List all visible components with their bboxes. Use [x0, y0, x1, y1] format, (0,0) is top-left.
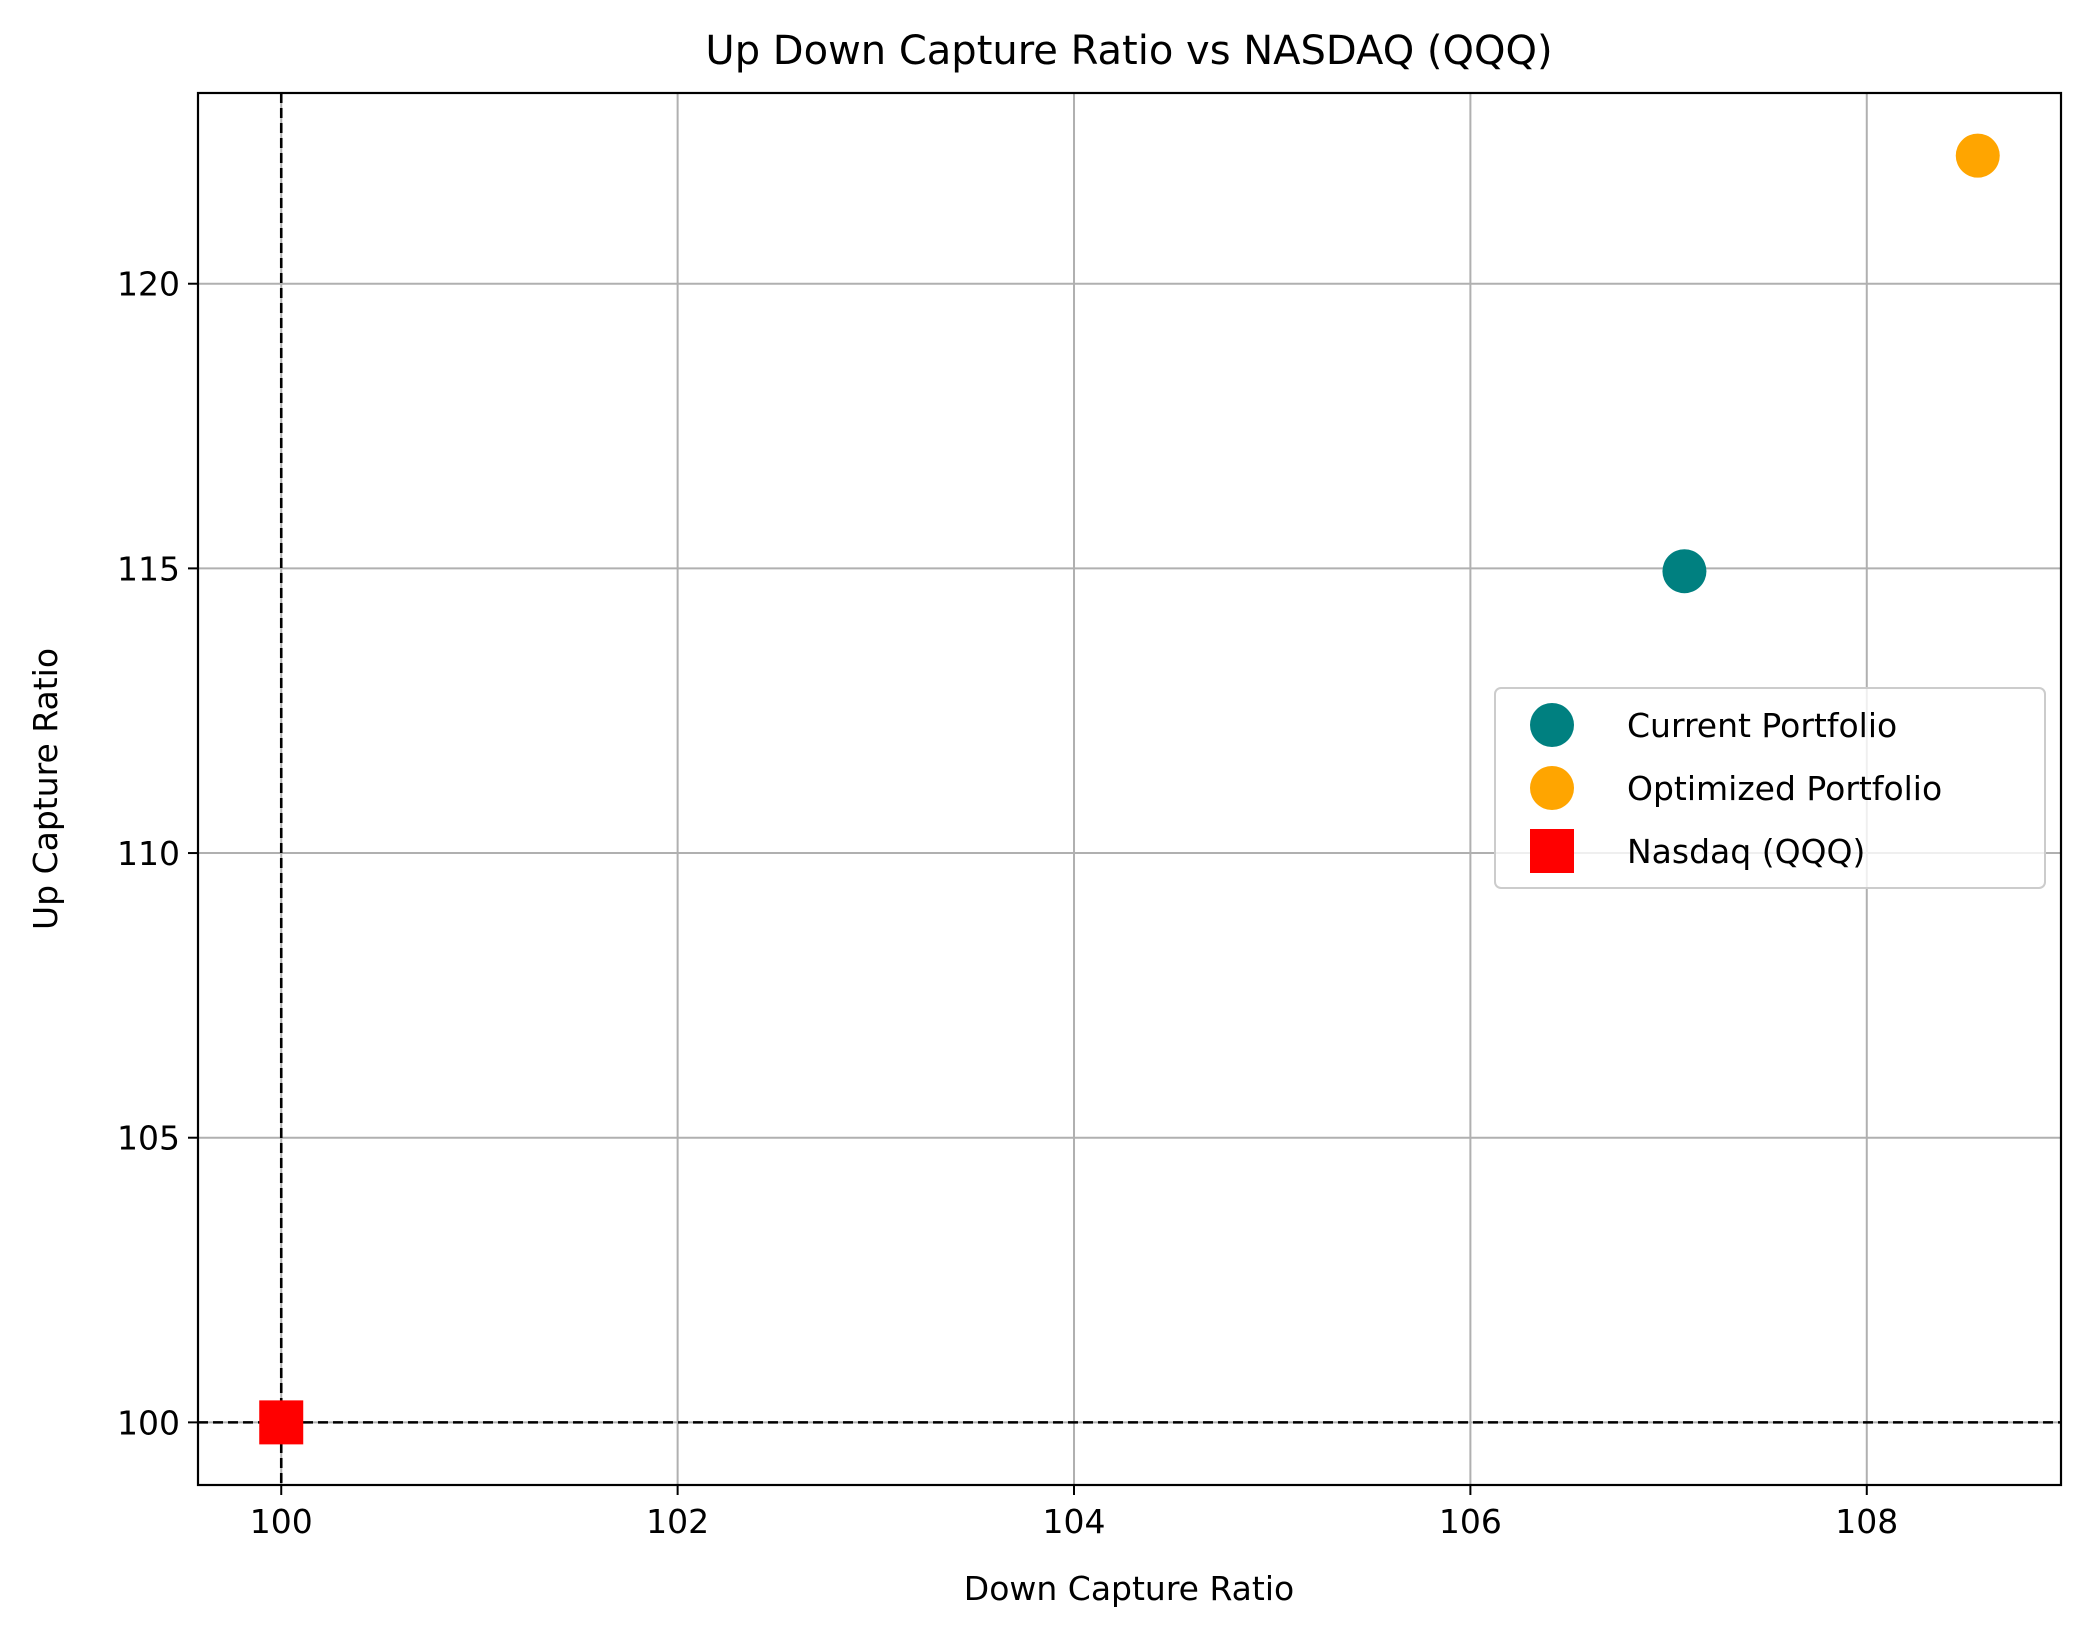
y-tick-label: 120	[117, 265, 180, 304]
y-tick-label: 100	[117, 1403, 180, 1442]
data-point-circle	[1662, 549, 1707, 594]
legend-label: Current Portfolio	[1627, 706, 1897, 745]
x-tick-label: 100	[250, 1502, 313, 1541]
x-tick-label: 108	[1835, 1502, 1898, 1541]
legend-items: Current Portfolio Optimized Portfolio Nasd…	[1530, 703, 1942, 873]
legend: Current Portfolio Optimized Portfolio Nasd…	[1494, 687, 2046, 889]
data-point-square	[259, 1400, 304, 1445]
data-point-circle	[1955, 133, 2000, 178]
reference-lines	[198, 93, 2061, 1485]
y-tick-label: 115	[117, 549, 180, 588]
y-axis-label: Up Capture Ratio	[26, 648, 65, 930]
chart-title: Up Down Capture Ratio vs NASDAQ (QQQ)	[705, 28, 1552, 74]
legend-marker-circle	[1530, 766, 1574, 810]
axis-ticks: 100 102 104 106 108 100 105 110 115 120	[117, 265, 1898, 1541]
y-tick-label: 110	[117, 834, 180, 873]
x-axis-label: Down Capture Ratio	[964, 1569, 1294, 1608]
legend-marker-square	[1530, 829, 1574, 873]
x-tick-label: 102	[646, 1502, 709, 1541]
y-tick-label: 105	[117, 1119, 180, 1158]
plot-frame	[196, 91, 2063, 1487]
data-markers	[259, 133, 2000, 1445]
legend-label: Optimized Portfolio	[1627, 769, 1942, 808]
legend-marker-circle	[1530, 703, 1574, 747]
legend-label: Nasdaq (QQQ)	[1627, 832, 1865, 871]
x-tick-label: 106	[1439, 1502, 1502, 1541]
legend-box	[1494, 687, 2046, 889]
x-tick-label: 104	[1043, 1502, 1106, 1541]
